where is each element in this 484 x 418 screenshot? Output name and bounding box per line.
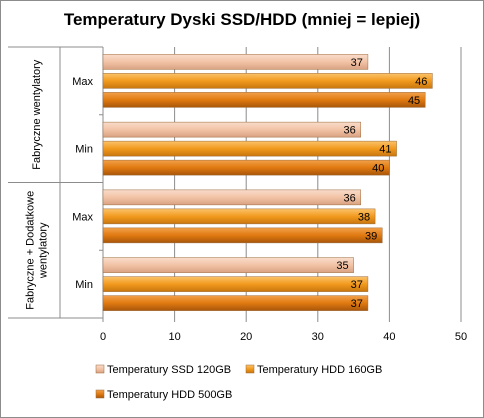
data-label: 41 <box>379 144 391 156</box>
x-tick-label: 0 <box>100 331 106 343</box>
x-tick-label: 30 <box>312 331 324 343</box>
bar <box>102 257 354 273</box>
data-label: 40 <box>372 163 384 175</box>
legend: Temperatury SSD 120GB Temperatury HDD 160… <box>95 364 382 401</box>
x-tick-label: 40 <box>383 331 395 343</box>
data-label: 38 <box>358 211 370 223</box>
legend-swatch <box>245 364 255 374</box>
bar <box>102 73 433 89</box>
legend-label: Temperatury HDD 160GB <box>257 364 382 376</box>
x-tick-label: 10 <box>168 331 180 343</box>
bars <box>102 54 433 311</box>
bar <box>102 276 369 292</box>
legend-label: Temperatury HDD 500GB <box>107 389 232 401</box>
data-label: 45 <box>408 95 420 107</box>
bar <box>102 92 426 108</box>
bar <box>102 227 383 244</box>
chart-title: Temperatury Dyski SSD/HDD (mniej = lepie… <box>63 10 421 29</box>
data-label: 37 <box>351 279 363 291</box>
labels: Fabryczne wentylatory Max 37 46 45 Min 36 41 40 F… <box>24 57 427 310</box>
bar <box>102 208 376 225</box>
x-tick-label: 50 <box>455 331 467 343</box>
bar <box>102 121 362 138</box>
bar <box>102 54 369 70</box>
group-label: wentylatory <box>37 222 49 279</box>
data-label: 36 <box>344 125 356 137</box>
group-label: Fabryczne + Dodatkowe <box>24 191 36 310</box>
legend-label: Temperatury SSD 120GB <box>107 364 231 376</box>
data-label: 37 <box>351 57 363 69</box>
data-label: 37 <box>351 298 363 310</box>
category-label: Max <box>72 211 93 223</box>
category-label: Max <box>72 76 93 88</box>
bar <box>102 189 362 206</box>
data-label: 36 <box>344 192 356 204</box>
bar <box>102 140 397 157</box>
bar <box>102 159 390 176</box>
category-label: Min <box>75 279 93 291</box>
bar <box>102 295 369 311</box>
data-label: 39 <box>365 230 377 242</box>
data-label: 35 <box>336 260 348 272</box>
x-tick-label: 20 <box>240 331 252 343</box>
group-label: Fabryczne wentylatory <box>31 59 43 170</box>
category-label: Min <box>75 144 93 156</box>
legend-swatch <box>95 389 105 399</box>
data-label: 46 <box>415 76 427 88</box>
legend-swatch <box>95 364 105 374</box>
